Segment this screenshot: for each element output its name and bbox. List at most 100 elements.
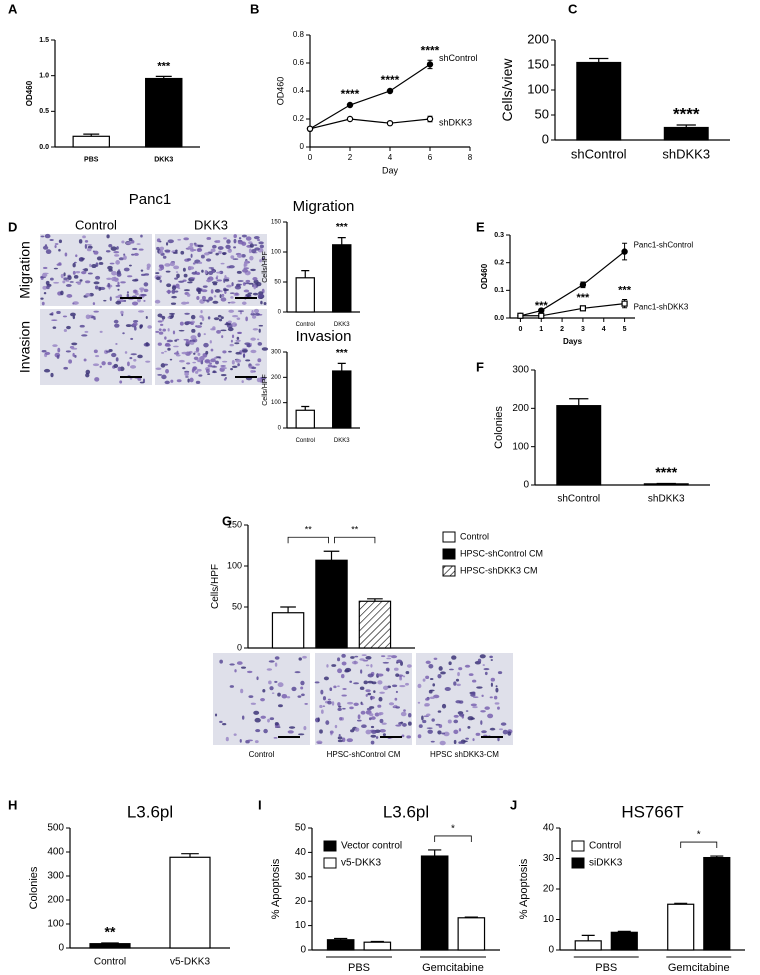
cell	[484, 706, 490, 710]
cell	[209, 340, 212, 344]
cell	[200, 309, 203, 314]
cell	[405, 682, 409, 686]
cell	[417, 734, 422, 739]
cell	[216, 271, 222, 274]
cell	[72, 270, 76, 275]
cell	[109, 296, 112, 301]
cell	[173, 265, 180, 270]
cell	[58, 248, 61, 252]
cell	[341, 737, 346, 743]
significance-bracket	[434, 835, 472, 842]
cell	[207, 364, 213, 368]
cell	[70, 312, 76, 317]
bar	[295, 409, 315, 429]
cell	[85, 373, 90, 378]
cell	[269, 686, 274, 691]
cell	[219, 659, 223, 664]
cell	[227, 327, 234, 332]
significance: *	[451, 824, 455, 835]
cell	[53, 267, 59, 270]
y-tick-label: 0.0	[494, 315, 504, 322]
cell	[190, 335, 197, 340]
cell	[342, 688, 347, 690]
cell	[140, 269, 144, 272]
cell	[241, 380, 244, 383]
error-bar	[367, 598, 383, 602]
cell	[208, 267, 214, 269]
cell	[480, 710, 486, 713]
y-tick-label: 0.1	[494, 287, 504, 294]
cell	[94, 377, 100, 382]
error-bar	[581, 934, 595, 941]
cell	[255, 729, 261, 733]
cell	[108, 268, 113, 272]
bar	[332, 244, 352, 313]
cell	[202, 285, 208, 288]
cell	[167, 316, 171, 319]
marker	[538, 312, 545, 319]
cell	[205, 368, 210, 374]
cell	[182, 366, 186, 370]
cell	[107, 361, 112, 366]
cell	[239, 738, 242, 743]
cell	[431, 718, 435, 722]
cell	[470, 703, 477, 707]
cell	[429, 689, 435, 692]
cell	[164, 380, 170, 385]
cell	[183, 237, 189, 241]
cell	[116, 272, 122, 277]
cell	[72, 262, 76, 268]
y-tick-label: 0.2	[494, 260, 504, 267]
x-tick-label: DKK3	[154, 157, 173, 164]
cell	[166, 283, 172, 288]
cell	[174, 290, 179, 293]
cell	[106, 277, 112, 280]
cell	[226, 239, 231, 244]
cell	[42, 285, 48, 290]
cell	[429, 677, 434, 680]
cell	[165, 369, 169, 374]
cell	[220, 373, 227, 377]
cell	[233, 238, 237, 244]
cell	[465, 710, 469, 712]
bar	[574, 940, 602, 951]
cell	[195, 347, 200, 352]
cell	[386, 657, 392, 660]
cell	[140, 273, 146, 276]
cell	[228, 350, 232, 353]
cell	[258, 241, 264, 245]
cell	[52, 326, 57, 329]
cell	[468, 673, 474, 676]
cell	[42, 266, 48, 269]
cell	[340, 674, 345, 679]
cell	[161, 351, 165, 354]
cell	[241, 666, 247, 669]
cell	[93, 310, 99, 313]
cell	[202, 299, 209, 302]
cell	[129, 357, 133, 360]
x-tick-label: 3	[581, 326, 585, 333]
cell	[167, 347, 171, 351]
error-bar	[710, 855, 724, 858]
cell	[453, 739, 457, 745]
cell	[190, 277, 196, 280]
cell	[44, 233, 51, 239]
cell	[475, 732, 481, 736]
cell	[455, 678, 460, 682]
cell	[145, 360, 151, 363]
cell	[250, 702, 257, 705]
cell	[327, 700, 332, 705]
cell	[349, 706, 354, 710]
cell	[164, 249, 171, 253]
y-axis-label: Cells/HPF	[210, 564, 221, 609]
legend-label: Vector control	[341, 841, 402, 852]
y-tick-label: 300	[512, 365, 529, 376]
cell	[189, 242, 194, 247]
cell	[215, 252, 219, 256]
y-axis-label: Cells/HPF	[262, 251, 269, 283]
cell	[92, 302, 96, 306]
x-tick-label: v5-DKK3	[170, 957, 210, 968]
chart-title: HS766T	[621, 802, 683, 821]
cell	[111, 270, 117, 276]
cell	[95, 275, 101, 280]
